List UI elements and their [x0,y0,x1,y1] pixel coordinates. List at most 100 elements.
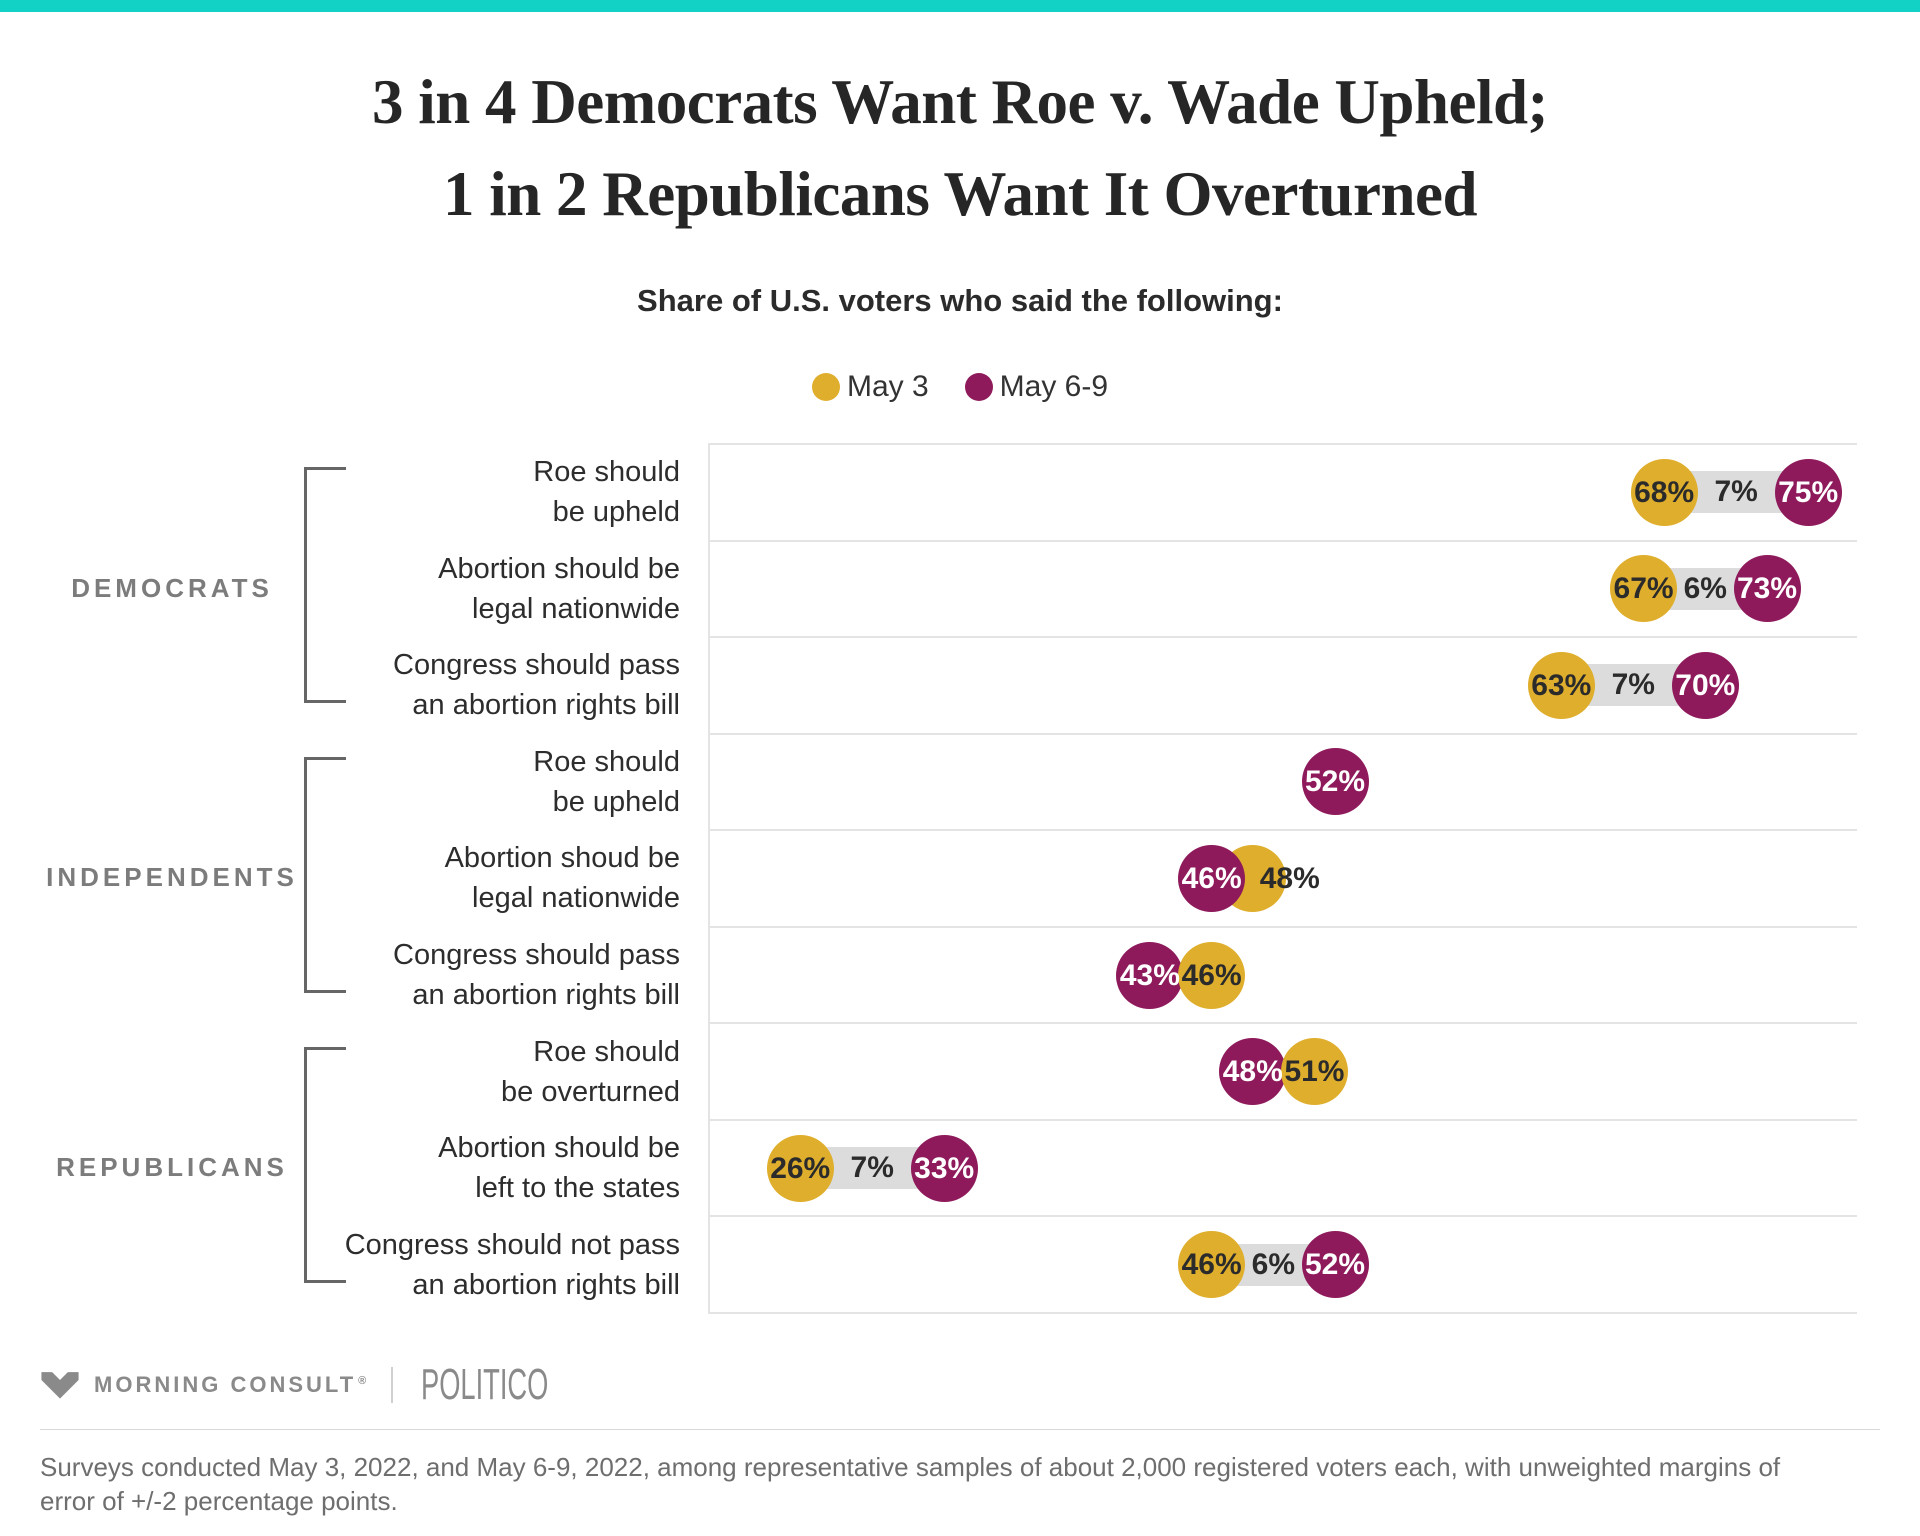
dot-value-label-may69: 46% [1181,861,1242,895]
difference-value-label: 7% [850,1151,894,1185]
mc-logo-mark-icon [41,1372,79,1399]
footnote-line2: error of +/-2 percentage points. [40,1486,398,1516]
dot-may3 [1280,1038,1348,1106]
row-label-line: Roe should [533,745,680,778]
row-label-line: legal nationwide [472,592,680,625]
footnote: Surveys conducted May 3, 2022, and May 6… [40,1450,1780,1518]
row-label-line: legal nationwide [472,882,680,915]
brand-morning-consult: MORNING CONSULT ® [94,1372,370,1397]
row-label: Abortion shoud be legal nationwide [260,838,680,918]
row-label-line: Congress should pass [393,939,680,972]
row-separator-line [708,539,1857,542]
row-separator-line [708,925,1857,928]
difference-value-label: 6% [1683,571,1727,605]
legend-item-may69: May 6-9 [964,370,1109,404]
dot-value-label-may69: 52% [1305,1248,1366,1282]
row-label-line: Roe should [533,456,680,489]
dot-may69 [1301,748,1369,816]
group-bracket-tick-top [304,756,346,760]
row-label-line: an abortion rights bill [412,689,680,722]
row-separator-line [708,636,1857,639]
legend-label-may3: May 3 [846,370,929,403]
dot-value-label-may69: 33% [914,1151,975,1185]
dot-value-label-may3: 46% [1181,958,1242,992]
dot-value-label-may3: 48% [1259,861,1320,895]
footer-logos: MORNING CONSULT ® POLITICO [40,1360,627,1409]
dot-value-label-may69: 48% [1222,1055,1283,1089]
dot-value-label-may3: 46% [1181,1248,1242,1282]
group-bracket-tick-top [304,1046,346,1050]
dot-may3 [1527,651,1595,719]
row-label-line: an abortion rights bill [412,979,680,1012]
difference-value-label: 7% [1611,668,1655,702]
dot-value-label-may69: 70% [1675,668,1736,702]
legend-item-may3: May 3 [811,370,929,404]
row-separator-line [708,1215,1857,1218]
row-label: Roe should be upheld [260,742,680,822]
legend: May 3 May 6-9 [0,370,1920,404]
group-bracket-tick-bottom [304,990,346,994]
group-bracket-vertical [304,467,307,704]
group-label: DEMOCRATS [71,572,273,603]
row-label-line: Abortion should be [438,1132,680,1165]
group-bracket-vertical [304,756,307,994]
row-label-line: Roe should [533,1035,680,1068]
dot-value-label-may69: 43% [1119,958,1180,992]
group-bracket-vertical [304,1046,307,1283]
dot-may3 [1610,555,1678,623]
row-label: Congress should pass an abortion rights b… [260,935,680,1015]
row-label: Roe should be upheld [260,452,680,532]
row-separator-line [708,443,1857,445]
brand-politico: POLITICO [421,1360,549,1409]
row-separator-line [708,1022,1857,1025]
group-bracket-tick-bottom [304,700,346,704]
legend-dot-may69-icon [964,373,993,401]
dot-may69 [1116,941,1184,1009]
legend-label-may69: May 6-9 [999,370,1109,403]
legend-dot-may3-icon [811,373,840,401]
dot-value-label-may3: 26% [770,1151,831,1185]
dot-value-label-may3: 68% [1634,475,1695,509]
plot-left-border [708,444,710,1313]
group-label: INDEPENDENTS [46,862,298,893]
dot-value-label-may69: 73% [1736,572,1798,606]
group-bracket-tick-top [304,467,346,471]
row-separator-line [708,1311,1857,1314]
dot-may3 [1178,1231,1246,1299]
chart-subtitle: Share of U.S. voters who said the follow… [637,283,1283,318]
dot-may3 [1178,941,1246,1009]
row-separator-line [708,732,1857,735]
dot-may69 [1733,555,1801,623]
chart-title-line1: 3 in 4 Democrats Want Roe v. Wade Upheld… [372,67,1548,137]
row-label-line: left to the states [475,1172,680,1205]
row-label: Roe should be overturned [260,1032,680,1112]
dot-may3 [1630,458,1698,526]
logo-divider [391,1367,394,1403]
row-separator-line [708,1118,1857,1121]
row-separator-line [708,829,1857,832]
row-label-line: be overturned [501,1075,680,1108]
dot-may69 [1219,1038,1287,1106]
row-label-line: Abortion should be [438,552,680,585]
row-label-line: Congress should not pass [344,1228,680,1261]
top-accent-bar [0,0,1920,12]
row-label-line: an abortion rights bill [412,1268,680,1301]
row-label-line: Abortion shoud be [444,842,680,875]
row-label: Congress should pass an abortion rights b… [260,645,680,725]
row-label-line: be upheld [552,785,680,818]
dot-value-label-may3: 63% [1531,668,1592,702]
dot-may69 [1774,458,1842,526]
row-label-line: Congress should pass [393,649,680,682]
dot-may69 [1671,651,1739,719]
dot-may69 [910,1134,978,1202]
row-label: Abortion should be left to the states [260,1128,680,1208]
dot-value-label-may69: 75% [1778,475,1839,509]
dot-value-label-may69: 52% [1305,765,1366,799]
difference-value-label: 6% [1251,1247,1295,1281]
row-label: Abortion should be legal nationwide [260,549,680,629]
dot-value-label-may3: 51% [1284,1055,1345,1089]
dot-may69 [1301,1231,1369,1299]
dot-may3 [766,1134,834,1202]
